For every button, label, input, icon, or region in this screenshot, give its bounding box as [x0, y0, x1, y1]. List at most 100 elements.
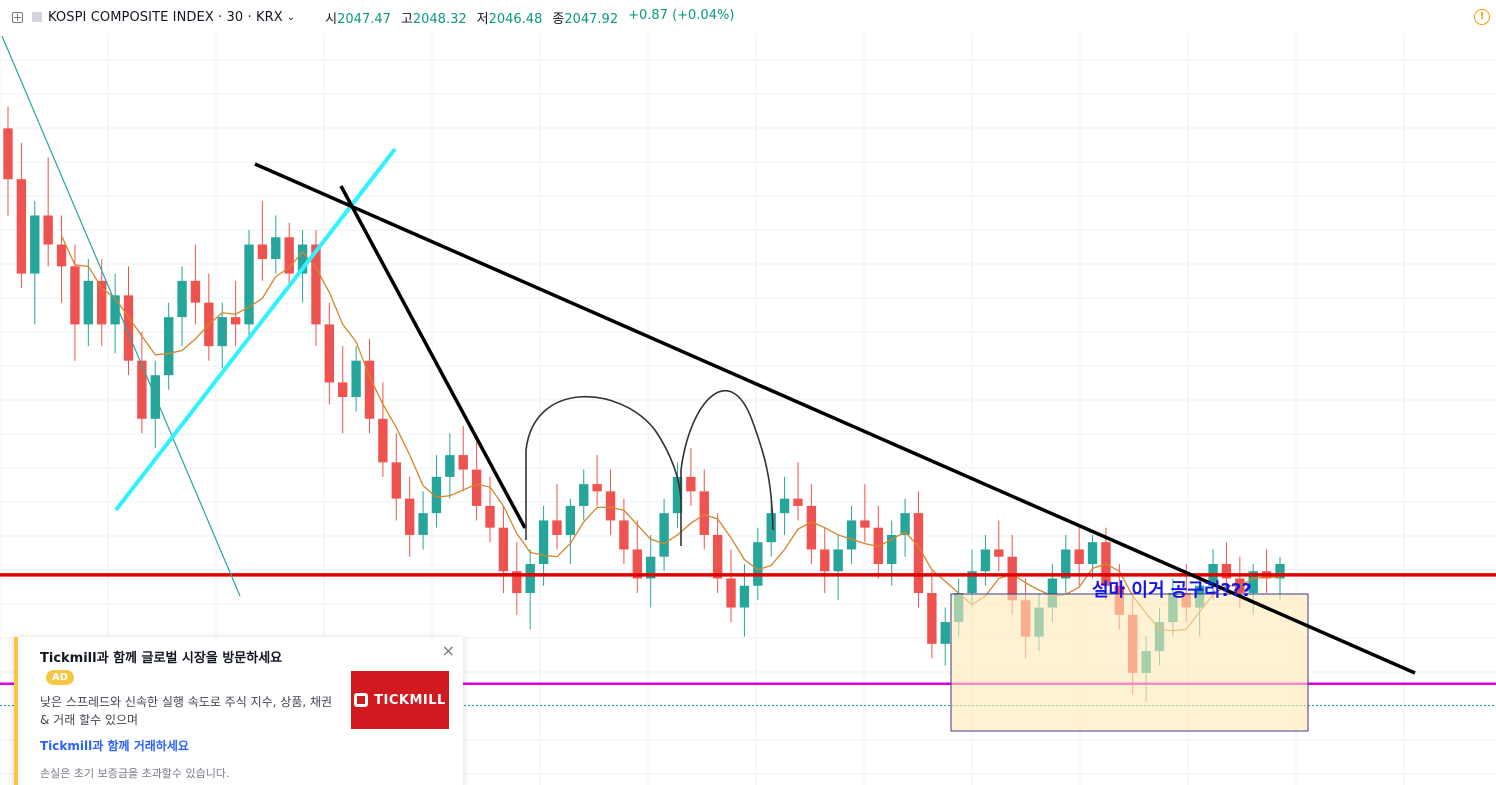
candle-body	[311, 244, 321, 325]
candle-body	[565, 505, 576, 535]
logo-icon	[354, 693, 369, 707]
candle-body	[940, 622, 950, 644]
ohlc-close: 종2047.92	[552, 11, 619, 27]
candle-body	[364, 360, 375, 419]
candle-body	[619, 520, 629, 550]
ohlc-high: 고2048.32	[400, 11, 467, 27]
candle-body	[163, 317, 174, 376]
price-change: +0.87 (+0.04%)	[628, 7, 735, 23]
candle-body	[431, 476, 442, 514]
ad-body: 낮은 스프레드와 신속한 실행 속도로 주식 지수, 상품, 채권 & 거래 할…	[40, 695, 333, 727]
expand-icon[interactable]	[12, 11, 23, 23]
candle-body	[97, 280, 107, 325]
candle-body	[994, 549, 1004, 557]
candle-body	[900, 513, 910, 535]
candle-body	[324, 324, 335, 383]
ohlc-values: 시2047.47 고2048.32 저2046.48 종2047.92 +0.8…	[325, 8, 734, 27]
candle-body	[3, 128, 13, 180]
candle-body	[967, 571, 977, 594]
candle-body	[538, 520, 549, 564]
candle-body	[83, 280, 94, 325]
close-icon[interactable]: ×	[441, 641, 455, 660]
candle-body	[445, 455, 455, 477]
candle-body	[498, 527, 509, 572]
candle-body	[338, 382, 348, 397]
teal-trend-line[interactable]	[1, 35, 241, 597]
candle-body	[699, 491, 709, 535]
candle-body	[860, 520, 870, 528]
cup-arc-left[interactable]	[525, 395, 682, 540]
candle-body	[284, 237, 294, 274]
candle-body	[820, 549, 830, 572]
candle-body	[471, 469, 482, 506]
candle-body	[271, 237, 281, 260]
candle-body	[297, 244, 308, 274]
candle-body	[217, 317, 227, 347]
candle-body	[1047, 578, 1058, 608]
candle-body	[779, 498, 790, 514]
candle-body	[726, 578, 736, 608]
candle-body	[418, 513, 428, 535]
ad-disclaimer: 손실은 초기 보증금을 초과할수 있습니다.	[40, 767, 230, 780]
candle-body	[1007, 556, 1017, 601]
annotation-text[interactable]: 설마 이거 공구리???	[1092, 580, 1252, 601]
candle-body	[686, 476, 696, 492]
candle-body	[552, 520, 562, 535]
candle-body	[177, 280, 187, 318]
candle-body	[1061, 549, 1071, 579]
symbol-label[interactable]: KOSPI COMPOSITE INDEX · 30 · KRX	[48, 9, 283, 25]
candle-body	[123, 295, 134, 361]
candle-body	[110, 295, 120, 325]
candle-body	[16, 179, 27, 274]
candle-body	[525, 563, 535, 594]
candle-body	[1221, 563, 1232, 579]
candle-body	[766, 513, 776, 543]
ohlc-open: 시2047.47	[325, 11, 391, 27]
candle-body	[646, 556, 656, 579]
candle-body	[833, 549, 843, 572]
candle-body	[404, 498, 415, 535]
candle-body	[190, 280, 201, 303]
black-trend-line-main[interactable]	[254, 162, 1416, 675]
candle-body	[378, 418, 388, 463]
candle-body	[30, 215, 40, 274]
candle-body	[56, 244, 67, 267]
candle-body	[980, 549, 991, 572]
cup-arc-right[interactable]	[680, 389, 774, 546]
candle-body	[753, 542, 763, 586]
candle-body	[257, 244, 268, 260]
black-trend-line-steep[interactable]	[339, 185, 527, 529]
chart-header: KOSPI COMPOSITE INDEX · 30 · KRX ⌄ 시2047…	[0, 0, 1496, 34]
candle-body	[1074, 549, 1084, 564]
candle-body	[672, 476, 683, 514]
candle-body	[351, 360, 361, 397]
candle-body	[806, 505, 817, 550]
chart-grid	[0, 34, 1496, 785]
candle-body	[137, 360, 147, 419]
highlight-box[interactable]	[950, 593, 1309, 732]
candle-body	[512, 571, 522, 594]
ad-banner[interactable]: Tickmill과 함께 글로벌 시장을 방문하세요AD 낮은 스프레드와 신속…	[14, 637, 463, 785]
cyan-trend-line[interactable]	[114, 147, 397, 512]
ad-link[interactable]: Tickmill과 함께 거래하세요	[40, 739, 189, 753]
candle-body	[1248, 571, 1258, 594]
chevron-down-icon[interactable]: ⌄	[286, 11, 296, 23]
tickmill-logo[interactable]: TICKMILL	[351, 671, 449, 729]
ad-badge: AD	[46, 670, 75, 685]
candle-body	[927, 593, 937, 644]
warning-icon[interactable]: !	[1474, 9, 1490, 25]
candle-body	[458, 455, 468, 470]
candle-body	[485, 505, 495, 528]
candle-body	[739, 585, 750, 608]
ohlc-low: 저2046.48	[476, 11, 543, 27]
candle-body	[712, 534, 723, 579]
candle-body	[793, 498, 803, 506]
candle-body	[846, 520, 857, 550]
candle-body	[913, 513, 924, 594]
candle-body	[1275, 563, 1285, 579]
candle-body	[70, 266, 80, 325]
candle-body	[887, 534, 897, 564]
candle-body	[244, 244, 254, 325]
candle-body	[659, 513, 669, 557]
